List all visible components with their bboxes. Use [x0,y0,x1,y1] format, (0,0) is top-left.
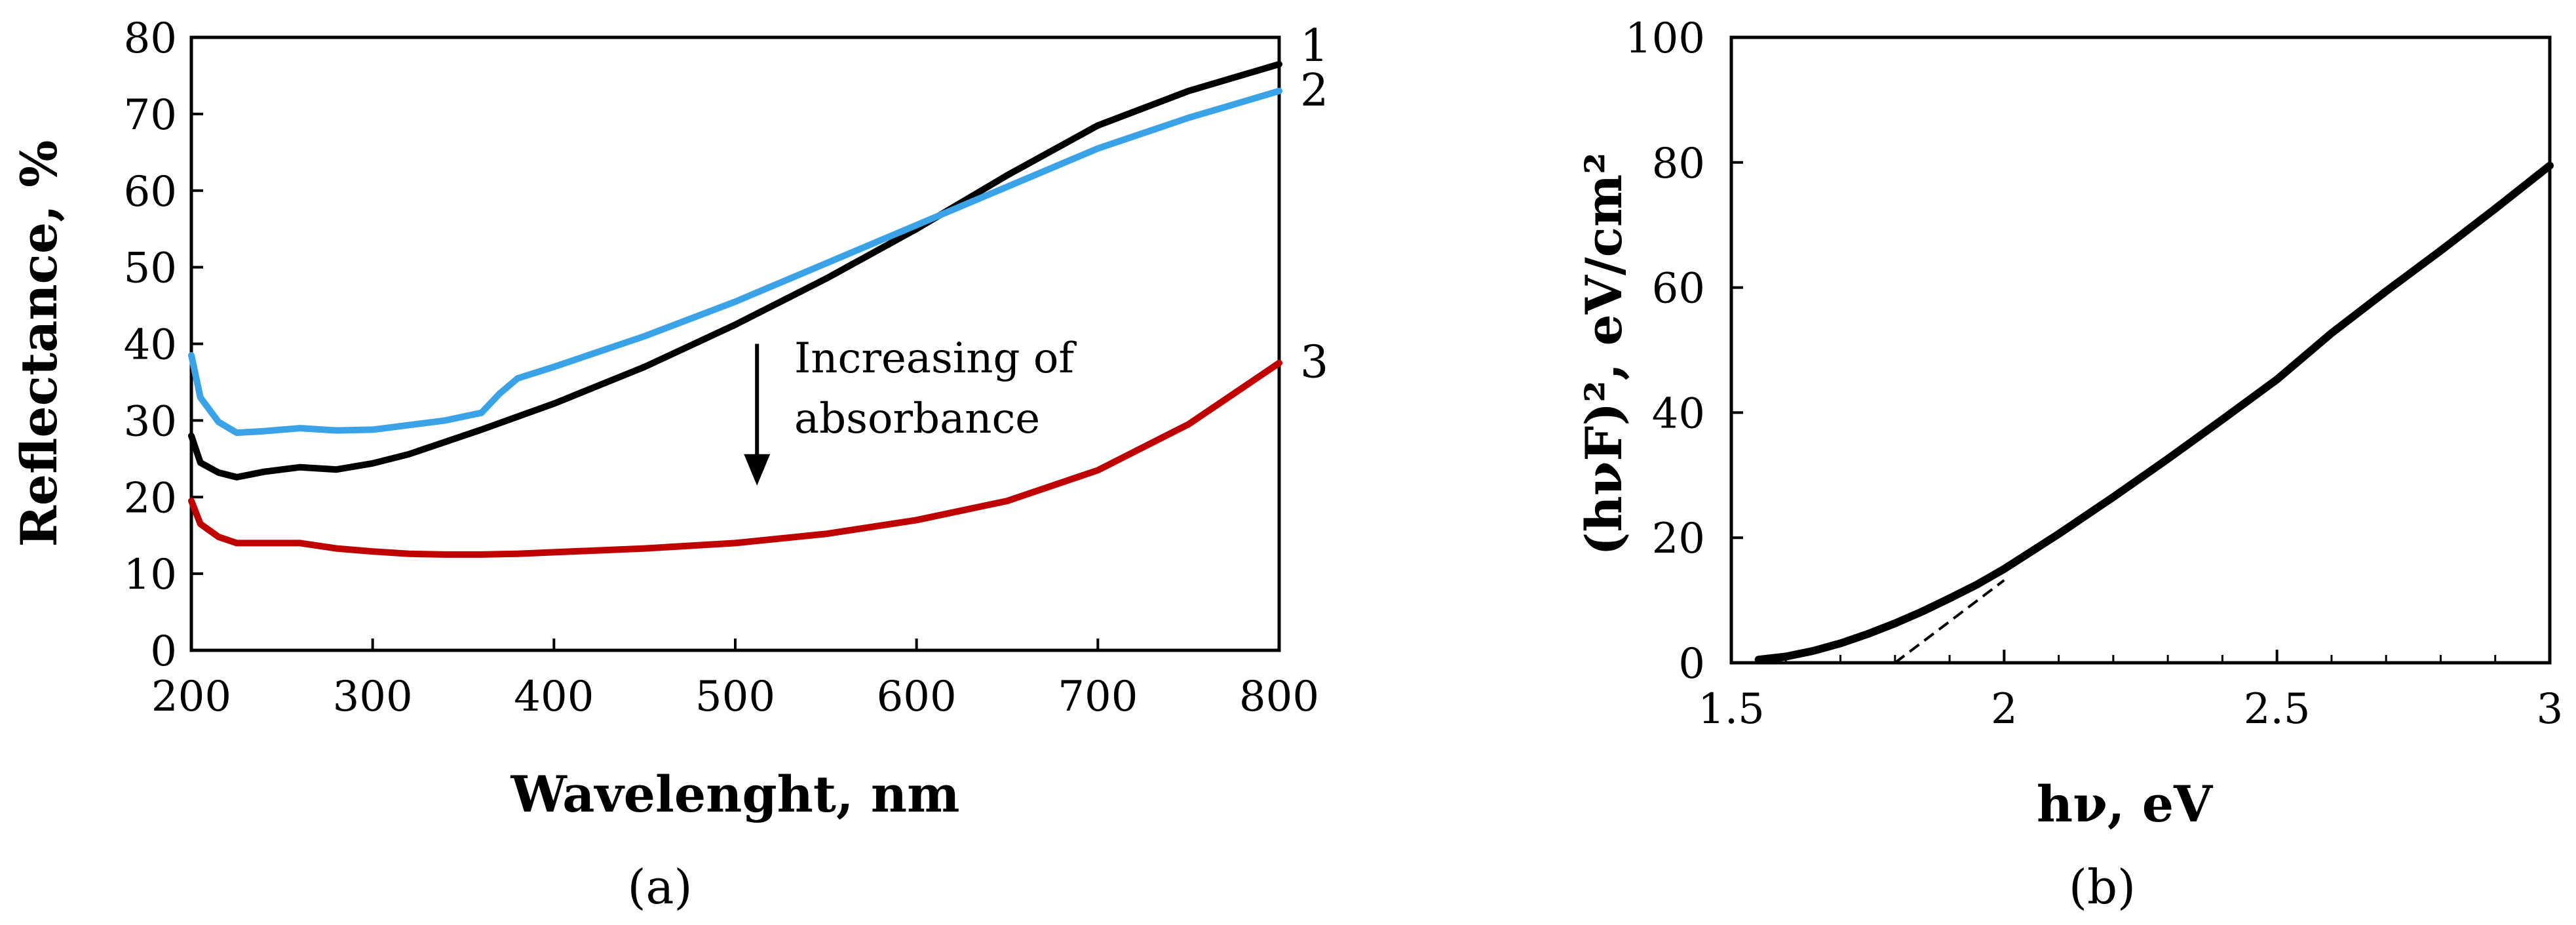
chart-b-y-tick-label: 0 [1678,640,1705,688]
chart-b-x-tick-label: 2.5 [2244,685,2311,734]
chart-a-y-ticks: 0 10 20 30 40 50 60 70 80 [124,14,203,676]
chart-b-series [1754,161,2554,664]
chart-a-x-tick-label: 700 [1058,673,1138,721]
chart-b-y-tick-label: 40 [1652,389,1705,438]
chart-a-series-line-3 [188,359,1282,558]
chart-a-x-tick-label: 600 [877,673,957,721]
chart-a-y-tick-label: 30 [124,397,177,446]
chart-a-series-line-1 [188,60,1282,481]
chart-a-series-label-2: 2 [1300,65,1328,117]
chart-a-y-tick-label: 20 [124,474,177,522]
chart-a-x-axis-label: Wavelenght, nm [510,765,959,823]
chart-b-y-tick-label: 60 [1652,265,1705,313]
chart-a-series-label-1: 1 [1300,20,1328,72]
chart-a-y-tick-label: 10 [124,551,177,599]
chart-a-y-tick-label: 50 [124,245,177,293]
chart-a-plot-frame [189,35,1281,652]
chart-a-series-label-3: 3 [1300,337,1328,389]
chart-b-x-tick-label: 1.5 [1698,685,1765,734]
chart-b-x-ticks: 1.5 2 2.5 3 [1698,650,2563,734]
chart-a-annotation-line2: absorbance [794,395,1040,443]
chart-b-x-tick-label: 2 [1991,685,2018,734]
chart-a-panel-label: (a) [627,859,692,915]
chart-a-series-line-2 [188,87,1282,437]
chart-a-x-tick-label: 200 [151,673,231,721]
chart-a-x-tick-label: 500 [695,673,775,721]
chart-b-plot-frame [1729,35,2552,665]
chart-b-y-tick-label: 20 [1652,515,1705,563]
chart-b: 0 20 40 60 80 100 1.5 2 2.5 3 hν, eV (hνF)², eV/… [1575,14,2563,915]
chart-b-series-line [1754,161,2554,664]
chart-a-series-labels: 12 3 [1300,20,1328,389]
chart-b-x-axis-label: hν, eV [2037,775,2214,833]
chart-a-x-tick-label: 400 [514,673,594,721]
chart-a-y-tick-label: 70 [124,91,177,140]
chart-a-arrow-head [744,454,771,486]
chart-b-y-tick-label: 100 [1625,14,1705,63]
chart-a-series [188,60,1282,558]
chart-a-x-ticks: 200 300 400 500 600 700 800 [151,639,1319,721]
chart-a-y-tick-label: 60 [124,168,177,216]
chart-b-x-tick-label: 3 [2537,685,2564,734]
chart-a-y-tick-label: 0 [150,627,177,676]
chart-a-x-tick-label: 800 [1239,673,1319,721]
chart-a-y-axis-label: Reflectance, % [10,140,68,547]
chart-a-x-tick-label: 300 [333,673,413,721]
chart-b-y-ticks: 0 20 40 60 80 100 [1625,14,1743,688]
chart-b-tangent-line [1894,579,2005,664]
chart-a-annotation-line1: Increasing of [794,334,1077,383]
chart-b-y-tick-label: 80 [1652,140,1705,188]
chart-a-y-tick-label: 80 [124,14,177,63]
chart-a-arrow [744,344,771,486]
chart-b-y-axis-label: (hνF)², eV/cm² [1575,152,1633,555]
chart-b-panel-label: (b) [2069,859,2136,915]
chart-a-y-tick-label: 40 [124,321,177,370]
